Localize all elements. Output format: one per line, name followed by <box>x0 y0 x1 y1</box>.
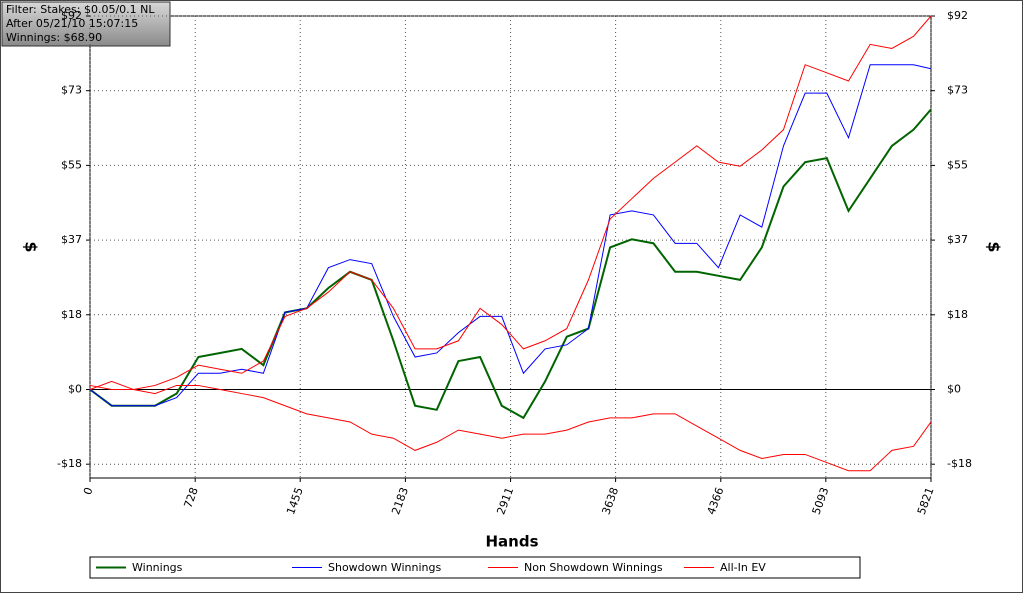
info-text: Winnings: $68.90 <box>6 31 102 44</box>
x-tick-label: 0 <box>81 486 96 497</box>
legend-label: All-In EV <box>720 561 766 574</box>
y2-tick-label: $92 <box>947 9 968 22</box>
legend <box>89 556 861 579</box>
x-axis-label: Hands <box>485 533 538 551</box>
y-tick-label: -$18 <box>57 457 82 470</box>
y-tick-label: $73 <box>61 84 82 97</box>
y-tick-label: $0 <box>68 382 82 395</box>
y2-tick-label: -$18 <box>947 457 972 470</box>
y-tick-label: $37 <box>61 233 82 246</box>
legend-label: Non Showdown Winnings <box>524 561 663 574</box>
y-axis-label: $ <box>22 241 41 252</box>
y2-tick-label: $18 <box>947 308 968 321</box>
legend-label: Showdown Winnings <box>328 561 442 574</box>
y2-tick-label: $0 <box>947 382 961 395</box>
info-box <box>1 1 171 47</box>
info-text: Filter: Stakes: $0.05/0.1 NL <box>6 3 155 16</box>
y-tick-label: $18 <box>61 308 82 321</box>
y2-tick-label: $37 <box>947 233 968 246</box>
series-line <box>89 384 932 472</box>
series-line <box>89 15 932 391</box>
info-text: After 05/21/10 15:07:15 <box>6 17 138 30</box>
y2-tick-label: $73 <box>947 84 968 97</box>
y-tick-label: $55 <box>61 158 82 171</box>
y2-tick-label: $55 <box>947 158 968 171</box>
series-line <box>89 108 932 420</box>
y2-axis-label: $ <box>985 241 1004 252</box>
legend-label: Winnings <box>132 561 183 574</box>
y-tick-label: $92 <box>61 9 82 22</box>
